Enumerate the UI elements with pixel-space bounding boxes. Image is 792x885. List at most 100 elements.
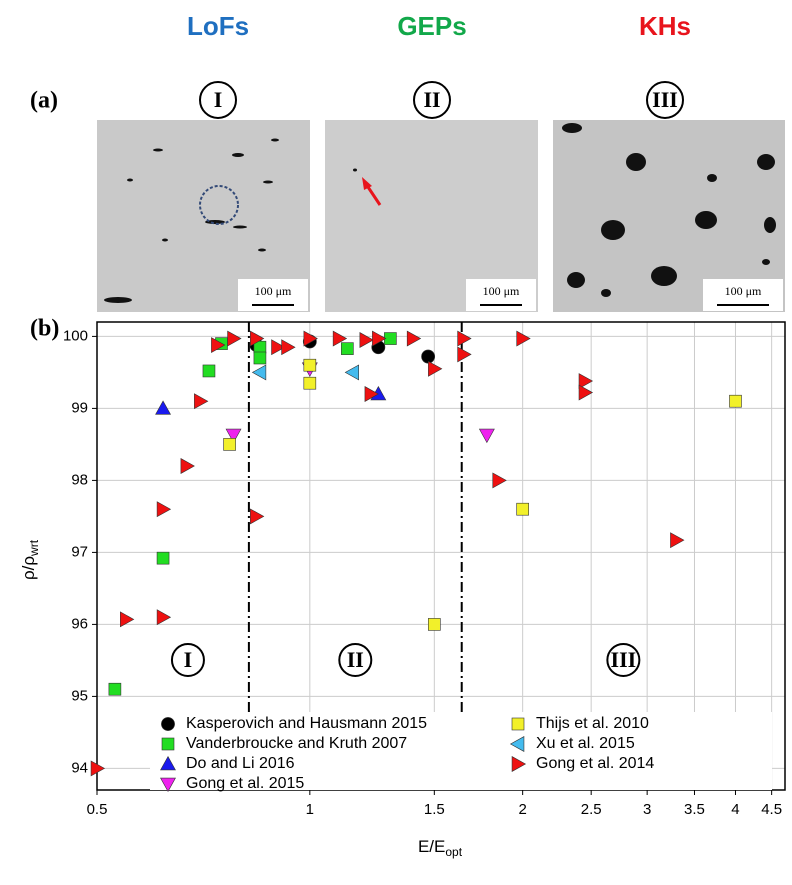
marker [729,394,742,408]
panel-label: (a) [30,88,58,114]
x-axis-title-main: E/E [418,837,445,856]
marker [225,428,242,444]
y-tick-label: 94 [71,759,88,776]
y-axis-title-sub: wrt [27,539,41,557]
pores [104,123,776,303]
arrow-head [362,177,372,190]
marker [160,777,176,793]
marker [457,330,472,347]
marker [511,717,525,731]
numeral-circle [646,81,684,119]
marker [253,351,267,365]
y-tick-label: 98 [71,471,88,488]
marker [250,330,265,347]
legend-box [150,712,772,790]
y-tick-label: 95 [71,687,88,704]
marker [211,337,226,353]
legend-label: Do and Li 2016 [186,755,295,772]
highlight-circle [199,185,239,225]
x-tick-label: 0.5 [87,801,108,818]
legend-label: Thijs et al. 2010 [536,715,649,732]
region-numeral: II [423,87,440,112]
region-numeral: I [214,87,223,112]
region-circle [170,643,205,677]
marker [194,393,209,410]
marker [303,358,317,372]
marker [227,330,242,347]
legend-label: Gong et al. 2015 [186,775,304,792]
marker [670,532,685,549]
legend-label: Xu et al. 2015 [536,735,635,752]
marker [406,330,422,347]
marker [359,332,374,348]
y-tick-label: 100 [63,327,88,344]
marker [160,755,176,771]
class-label: LoFs [187,11,249,41]
marker [156,609,172,626]
marker [457,346,472,363]
marker [155,400,171,415]
y-axis-title: ρ/ρwrt [19,539,41,580]
region-circle [606,643,641,677]
marker [281,339,296,356]
x-tick-label: 3.5 [684,801,705,818]
marker [578,373,594,389]
x-axis-title: E/Eopt [418,837,463,859]
numeral-circle [199,81,237,119]
x-tick-label: 4.5 [761,801,782,818]
marker [428,360,443,377]
x-tick-label: 4 [731,801,739,818]
y-tick-label: 96 [71,615,88,632]
x-tick-label: 2.5 [581,801,602,818]
marker [332,330,348,347]
x-axis-title-sub: opt [445,845,462,859]
y-tick-label: 99 [71,399,88,416]
marker [372,330,387,347]
marker [156,551,170,565]
marker [492,472,507,489]
marker [511,756,527,772]
scale-label: 100 μm [725,284,762,298]
legend-label: Gong et al. 2014 [536,755,654,772]
panel-label: (b) [30,316,59,342]
class-label: KHs [639,11,691,41]
marker [161,737,175,751]
region-label: II [347,647,364,672]
scale-label: 100 μm [483,284,520,298]
marker [303,330,318,347]
marker [251,364,267,381]
region-label: I [184,647,193,672]
marker [271,339,286,356]
x-tick-label: 1 [306,801,314,818]
marker [578,384,594,401]
numeral-circle [413,81,451,119]
legend-label: Kasperovich and Hausmann 2015 [186,715,427,732]
region-circle [338,643,373,677]
marker [344,364,359,381]
class-label: GEPs [397,11,466,41]
marker [108,682,122,696]
marker [250,508,265,525]
marker [478,428,495,444]
marker [90,760,106,777]
legend-label: Vanderbroucke and Kruth 2007 [186,735,407,752]
marker [223,438,236,451]
marker [156,501,172,518]
marker [509,736,525,752]
marker [120,611,135,628]
marker [516,330,531,347]
marker [341,342,354,355]
x-tick-label: 3 [643,801,651,818]
y-axis-title-main: ρ/ρ [19,556,38,580]
marker [428,618,441,631]
micrographs [97,120,785,312]
y-tick-label: 97 [71,543,88,560]
marker [364,386,379,402]
region-label: III [611,647,637,672]
marker [180,458,195,474]
x-tick-label: 1.5 [424,801,445,818]
scale-label: 100 μm [255,284,292,298]
marker [202,364,216,378]
marker [303,376,317,390]
